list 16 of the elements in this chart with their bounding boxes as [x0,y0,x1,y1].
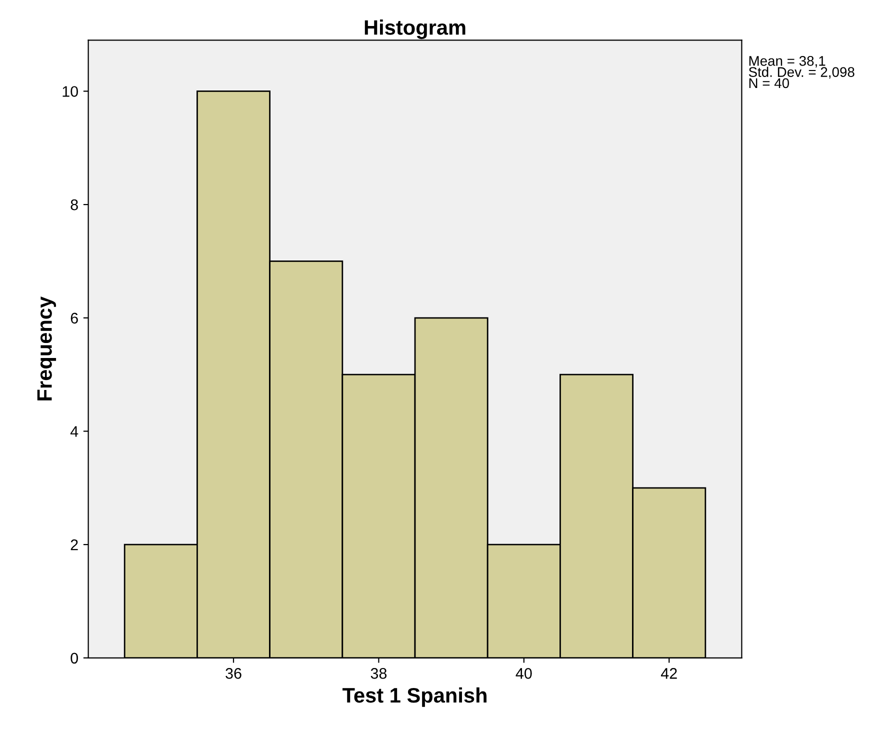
text: Mean = 38,1 [749,56,826,68]
y-axis-title: Frequency [37,296,56,400]
y-tick-label: 0 [70,652,78,664]
x-tick-label: 38 [370,668,387,679]
x-tick-label: 42 [660,668,677,679]
y-tick-label: 2 [70,539,78,550]
y-tick-label: 4 [70,426,78,437]
y-tick-label: 6 [70,312,78,324]
text: Std. Dev. = 2,098 [748,66,854,79]
x-tick-label: 40 [516,668,532,679]
x-axis-title: Test 1 Spanish [342,687,486,707]
y-tick-label: 8 [70,199,78,210]
chart-title: Histogram [364,20,466,40]
x-tick-label: 36 [226,668,242,679]
text: N = 40 [749,78,790,88]
y-tick-label: 10 [62,86,78,97]
